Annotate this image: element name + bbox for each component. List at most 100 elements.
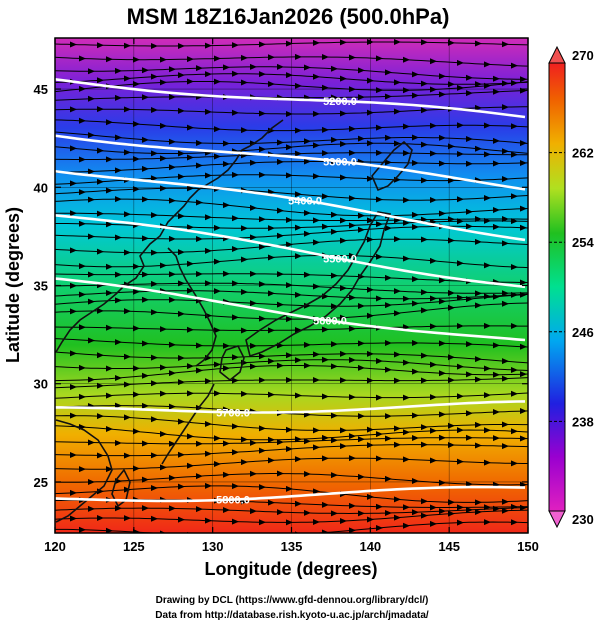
streamline-arrow — [133, 465, 140, 472]
streamline-arrow — [484, 217, 491, 224]
colorbar-bottom-arrow — [548, 510, 566, 529]
streamline-arrow — [475, 238, 482, 245]
streamline-arrow — [412, 211, 419, 218]
streamline-arrow — [142, 165, 149, 172]
streamline-arrow — [151, 212, 158, 219]
streamline-arrow — [79, 364, 86, 371]
streamline-arrow — [322, 356, 329, 363]
streamline-arrow — [142, 476, 149, 483]
streamline-arrow — [160, 390, 167, 397]
streamline-arrow — [304, 271, 311, 278]
streamline-arrow — [133, 56, 140, 63]
streamline-arrow — [313, 444, 320, 451]
streamline-arrow — [214, 361, 221, 368]
streamline-arrow — [277, 301, 284, 308]
streamline-arrow — [115, 339, 122, 346]
streamline-arrow — [376, 455, 383, 462]
streamline-arrow — [412, 71, 419, 78]
streamline-arrow — [178, 249, 185, 256]
height-contours: 5200.0 5300.0 5400.0 5500.0 5600.0 5700.0 5800… — [55, 77, 526, 507]
streamline-arrow — [385, 340, 392, 347]
colorbar-tick-label: 246 — [572, 325, 594, 340]
streamline-arrow — [493, 207, 500, 214]
streamline-arrow — [376, 196, 383, 203]
streamline-arrow — [115, 196, 122, 203]
streamline-arrow — [439, 411, 446, 418]
streamline-arrow — [232, 246, 239, 253]
streamline-arrow — [439, 508, 446, 515]
streamline-arrow — [169, 197, 176, 204]
streamline-arrow — [349, 325, 356, 332]
streamline-arrow — [412, 276, 419, 283]
streamline-arrow — [493, 342, 500, 349]
streamline-arrow — [502, 240, 509, 247]
streamline-arrow — [178, 451, 185, 458]
streamline-arrow — [421, 512, 428, 519]
streamline-arrow — [511, 264, 518, 271]
streamline-arrow — [169, 474, 176, 481]
streamline-arrow — [322, 501, 329, 508]
streamline — [55, 89, 528, 101]
streamline-arrow — [97, 413, 104, 420]
streamline-arrow — [97, 210, 104, 217]
streamline-arrow — [376, 394, 383, 401]
streamline-arrow — [502, 498, 509, 505]
streamline-arrow — [484, 322, 491, 329]
streamline-arrow — [349, 394, 356, 401]
streamline-arrow — [205, 517, 212, 524]
streamline-arrow — [70, 383, 77, 390]
streamline-arrow — [142, 402, 149, 409]
streamline-arrow — [241, 532, 242, 533]
streamline-arrow — [430, 520, 437, 527]
streamline-arrow — [250, 508, 257, 515]
streamline-arrow — [439, 277, 446, 284]
colorbar-tick-label: 270 — [572, 48, 594, 63]
streamline-arrow — [70, 180, 77, 187]
streamline-arrow — [484, 122, 491, 129]
streamline-arrow — [250, 439, 257, 446]
coastline-ryukyu — [161, 383, 215, 465]
streamline-arrow — [241, 390, 248, 397]
streamline-arrow — [133, 263, 140, 270]
contour-line — [55, 214, 526, 289]
streamline-arrow — [448, 441, 455, 448]
streamline-arrow — [70, 282, 77, 289]
streamline-arrow — [394, 377, 401, 384]
streamline-arrow — [232, 70, 239, 77]
streamline-arrow — [79, 55, 86, 62]
streamline-arrow — [358, 135, 365, 142]
streamline-arrow — [349, 149, 356, 156]
streamline-arrow — [196, 440, 203, 447]
streamline-arrow — [439, 370, 446, 377]
streamline-arrow — [511, 193, 518, 200]
streamline-arrow — [439, 479, 446, 486]
streamline-arrow — [187, 56, 194, 63]
streamline-arrow — [286, 426, 293, 433]
streamline-arrow — [304, 302, 311, 309]
streamline-arrow — [160, 430, 167, 437]
contour-line — [55, 400, 526, 414]
streamline-arrow — [286, 445, 293, 452]
streamline-arrow — [250, 204, 257, 211]
streamline-arrow — [97, 178, 104, 185]
streamline-arrow — [448, 216, 455, 223]
streamline-arrow — [322, 529, 329, 533]
streamline-arrow — [196, 139, 203, 146]
streamline-arrow — [466, 341, 473, 348]
streamline-arrow — [331, 412, 338, 419]
streamline-arrow — [133, 120, 140, 127]
streamline-arrow — [133, 325, 140, 332]
streamline-arrow — [385, 274, 392, 281]
streamline-arrow — [142, 235, 149, 242]
streamline-arrow — [124, 211, 131, 218]
streamline-arrow — [430, 86, 437, 93]
streamline-arrow — [331, 94, 338, 101]
streamline-arrow — [79, 220, 86, 227]
streamline-arrow — [268, 457, 275, 464]
streamline-arrow — [295, 82, 302, 89]
streamline-arrow — [403, 87, 410, 94]
streamline-arrow — [160, 364, 167, 371]
streamline-arrow — [421, 39, 428, 46]
streamline-arrow — [142, 440, 149, 447]
streamline-arrow — [214, 435, 221, 442]
